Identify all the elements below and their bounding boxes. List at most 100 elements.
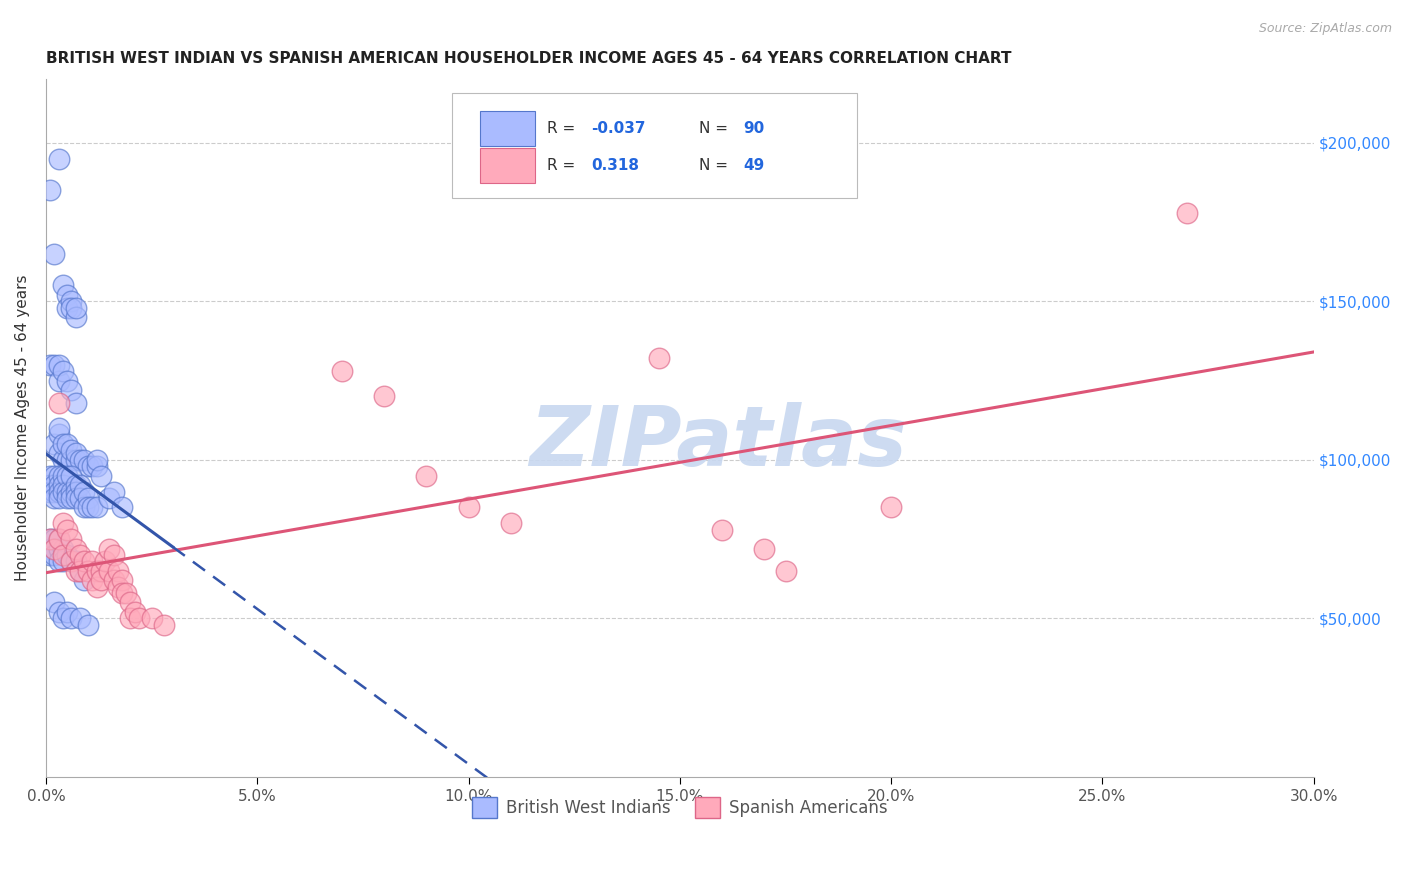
Point: [39, 484, 62, 499]
Point: [60, 554, 83, 568]
Point: [56, 437, 79, 451]
Point: [120, 611, 142, 625]
Point: [330, 364, 353, 378]
Text: 49: 49: [744, 158, 765, 173]
FancyBboxPatch shape: [479, 112, 536, 145]
Point: [69, 548, 91, 562]
Text: R =: R =: [547, 120, 575, 136]
Point: [69, 564, 91, 578]
Point: [44, 548, 66, 562]
Point: [77, 459, 100, 474]
Point: [69, 478, 91, 492]
Point: [77, 617, 100, 632]
Point: [111, 574, 134, 588]
Point: [69, 491, 91, 505]
Point: [52, 516, 75, 531]
Point: [880, 500, 903, 515]
Point: [56, 491, 79, 505]
Point: [153, 617, 176, 632]
Point: [65, 484, 87, 499]
Point: [65, 452, 87, 467]
Point: [52, 611, 75, 625]
Point: [44, 478, 66, 492]
Point: [60, 294, 83, 309]
Point: [44, 532, 66, 546]
Point: [52, 478, 75, 492]
Point: [60, 468, 83, 483]
Point: [48, 446, 70, 460]
Text: 90: 90: [744, 120, 765, 136]
Point: [39, 468, 62, 483]
Point: [65, 478, 87, 492]
Point: [65, 564, 87, 578]
Point: [48, 532, 70, 546]
Point: [82, 554, 104, 568]
Point: [65, 446, 87, 460]
Point: [52, 541, 75, 556]
Point: [65, 301, 87, 315]
Point: [60, 452, 83, 467]
Point: [86, 564, 108, 578]
Point: [44, 491, 66, 505]
Point: [65, 396, 87, 410]
Point: [69, 564, 91, 578]
Point: [52, 468, 75, 483]
Point: [86, 580, 108, 594]
Point: [65, 310, 87, 325]
Point: [86, 452, 108, 467]
Point: [56, 452, 79, 467]
Point: [48, 491, 70, 505]
Point: [754, 541, 776, 556]
Point: [52, 484, 75, 499]
Point: [56, 484, 79, 499]
Point: [120, 595, 142, 609]
Legend: British West Indians, Spanish Americans: British West Indians, Spanish Americans: [465, 790, 894, 824]
Point: [69, 452, 91, 467]
Text: R =: R =: [547, 158, 575, 173]
Point: [77, 564, 100, 578]
Point: [98, 491, 121, 505]
Text: N =: N =: [699, 120, 728, 136]
Point: [39, 358, 62, 372]
Point: [60, 484, 83, 499]
Text: -0.037: -0.037: [591, 120, 645, 136]
Point: [103, 574, 125, 588]
Point: [39, 541, 62, 556]
Point: [82, 459, 104, 474]
Point: [128, 611, 150, 625]
Point: [44, 541, 66, 556]
Point: [77, 500, 100, 515]
Point: [48, 478, 70, 492]
Point: [90, 564, 112, 578]
Point: [39, 183, 62, 197]
Point: [60, 611, 83, 625]
Point: [65, 491, 87, 505]
Text: Source: ZipAtlas.com: Source: ZipAtlas.com: [1258, 22, 1392, 36]
Point: [48, 152, 70, 166]
Point: [60, 532, 83, 546]
Point: [48, 541, 70, 556]
Point: [44, 541, 66, 556]
Point: [73, 452, 96, 467]
Point: [107, 564, 129, 578]
Point: [60, 491, 83, 505]
Text: 0.318: 0.318: [591, 158, 640, 173]
Text: BRITISH WEST INDIAN VS SPANISH AMERICAN HOUSEHOLDER INCOME AGES 45 - 64 YEARS CO: BRITISH WEST INDIAN VS SPANISH AMERICAN …: [46, 51, 1011, 66]
Point: [86, 500, 108, 515]
Point: [44, 358, 66, 372]
Point: [69, 611, 91, 625]
Point: [60, 554, 83, 568]
Point: [711, 523, 734, 537]
Point: [373, 389, 395, 403]
FancyBboxPatch shape: [451, 94, 858, 198]
Point: [48, 484, 70, 499]
Point: [103, 548, 125, 562]
Point: [115, 586, 138, 600]
Point: [141, 611, 163, 625]
Point: [39, 548, 62, 562]
Point: [56, 374, 79, 388]
Point: [48, 427, 70, 442]
Point: [56, 288, 79, 302]
Point: [44, 437, 66, 451]
Point: [44, 246, 66, 260]
